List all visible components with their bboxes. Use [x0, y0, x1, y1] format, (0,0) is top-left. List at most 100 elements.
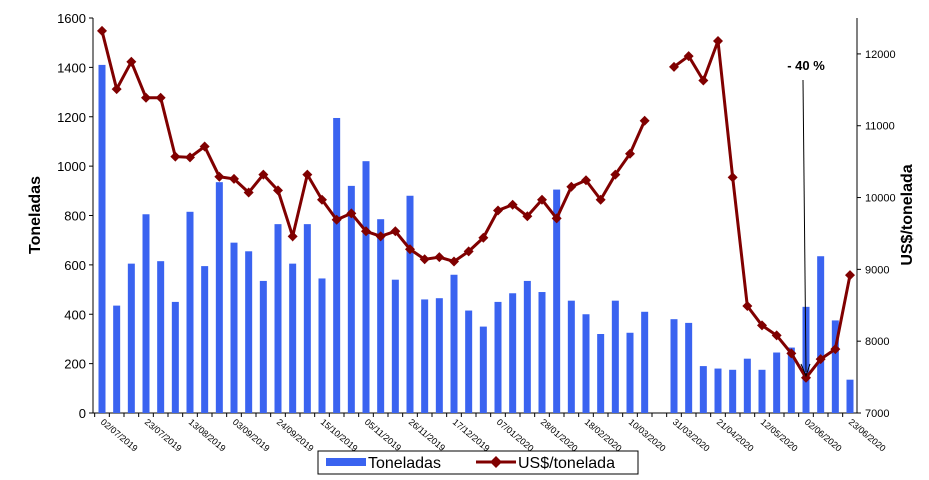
bar: [597, 334, 605, 413]
y2-tick-label: 11000: [865, 121, 895, 133]
line-marker: [463, 246, 474, 257]
bar: [450, 274, 458, 413]
y-tick-label: 1200: [57, 110, 86, 125]
line-marker: [551, 213, 562, 224]
y-tick-label: 1600: [57, 11, 86, 26]
bar: [289, 263, 297, 413]
y2-axis-title: US$/tonelada: [899, 164, 916, 265]
bar: [127, 263, 135, 413]
line-marker: [698, 75, 709, 86]
bar: [435, 298, 443, 413]
x-tick-label: 17/12/2019: [451, 417, 492, 454]
line-marker: [287, 231, 298, 242]
bar: [245, 251, 253, 413]
bar: [318, 278, 326, 413]
x-tick-label: 12/05/2020: [759, 417, 800, 454]
y2-tick-label: 8000: [865, 336, 889, 348]
line: [100, 30, 852, 381]
line-marker: [566, 181, 577, 192]
line-marker: [815, 354, 826, 365]
line-marker: [390, 226, 401, 237]
bar: [98, 64, 106, 413]
x-tick-label: 03/09/2019: [231, 417, 272, 454]
bar: [729, 369, 737, 413]
y-tick-label: 800: [64, 209, 86, 224]
bar: [377, 219, 385, 413]
line-marker: [625, 148, 635, 159]
line-marker: [581, 175, 591, 186]
line-marker: [786, 348, 797, 359]
legend-swatch: [326, 458, 366, 466]
bar: [758, 369, 766, 413]
bar: [714, 368, 722, 413]
bar: [230, 242, 238, 413]
y-tick-label: 1000: [57, 159, 86, 174]
line-marker: [727, 172, 738, 183]
bar: [391, 279, 399, 413]
bar: [523, 280, 531, 413]
line-marker: [361, 226, 371, 237]
y-axis-title: Toneladas: [27, 176, 44, 254]
bar: [186, 211, 194, 413]
line-marker: [229, 173, 239, 184]
bar: [582, 314, 590, 413]
line-marker: [434, 252, 445, 263]
x-tick-label: 07/01/2020: [495, 417, 536, 454]
line-marker: [449, 256, 459, 267]
bar: [846, 379, 854, 413]
bar: [479, 326, 487, 413]
annotation-arrow: [802, 79, 807, 373]
x-tick-label: 15/10/2019: [319, 417, 360, 454]
line-marker: [375, 231, 386, 242]
line-marker: [97, 25, 107, 36]
line-marker: [405, 244, 415, 255]
bar: [465, 310, 473, 413]
x-tick-label: 21/04/2020: [715, 417, 756, 454]
line-marker: [801, 372, 811, 383]
line-marker: [419, 254, 430, 265]
line-marker: [639, 115, 650, 126]
bar: [142, 214, 150, 413]
y-tick-label: 200: [64, 357, 86, 372]
x-tick-label: 28/01/2020: [539, 417, 580, 454]
bar: [362, 161, 370, 413]
line-marker: [155, 92, 166, 103]
line-marker: [507, 199, 518, 210]
legend-marker: [490, 456, 502, 468]
x-tick-label: 24/09/2019: [275, 417, 316, 454]
x-tick-label: 18/02/2020: [583, 417, 624, 454]
y-tick-label: 600: [64, 258, 86, 273]
y2-tick-label: 7000: [865, 408, 889, 420]
line-marker: [111, 84, 122, 95]
bar: [553, 189, 561, 413]
bar: [259, 280, 267, 413]
y-tick-label: 1400: [57, 60, 86, 75]
x-tick-label: 31/03/2020: [671, 417, 712, 454]
line-marker: [683, 51, 694, 62]
line-marker: [830, 344, 841, 355]
line-marker: [522, 211, 533, 222]
x-tick-label: 23/06/2020: [847, 417, 888, 454]
line-marker: [610, 169, 621, 180]
bar: [274, 224, 282, 413]
bar: [201, 266, 209, 413]
line-marker: [493, 205, 503, 216]
x-tick-label: 10/03/2020: [627, 417, 668, 454]
line-marker: [273, 185, 283, 196]
bar: [538, 292, 546, 413]
x-tick-label: 23/07/2019: [143, 417, 184, 454]
bar: [611, 300, 619, 413]
bar: [113, 305, 121, 413]
bar: [406, 195, 414, 413]
line-marker: [331, 214, 342, 225]
legend-label: Toneladas: [368, 455, 441, 472]
bar: [626, 332, 634, 413]
y2-tick-label: 12000: [865, 49, 896, 61]
legend-label: US$/tonelada: [518, 455, 615, 472]
bar: [773, 352, 781, 413]
annotation-arrowhead: [800, 363, 811, 378]
y-tick-label: 400: [64, 307, 86, 322]
y2-tick-label: 10000: [865, 193, 896, 205]
